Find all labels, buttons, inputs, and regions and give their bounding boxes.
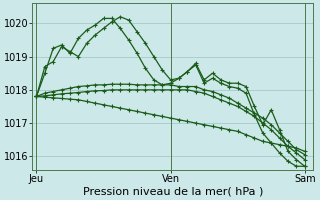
X-axis label: Pression niveau de la mer( hPa ): Pression niveau de la mer( hPa )	[83, 187, 263, 197]
